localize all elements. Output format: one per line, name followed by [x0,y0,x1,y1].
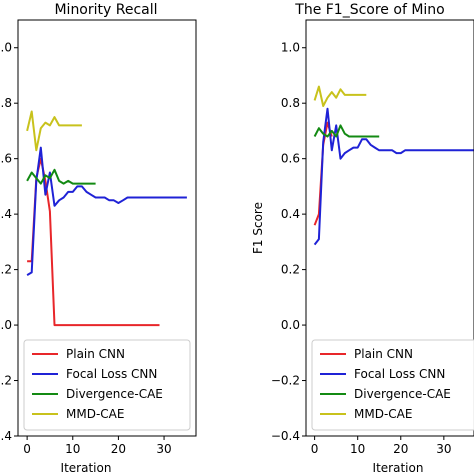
legend-label-plain-cnn: Plain CNN [66,347,125,361]
legend: Plain CNN Focal Loss CNN Divergence-CAE MMD… [23,339,191,431]
y-tick-label: 0.0 [281,318,300,332]
legend-box [311,339,474,431]
chart-title: Minority Recall [54,2,157,18]
y-tick-label: −0.4 [0,429,12,443]
y-axis-label: F1 Score [251,202,265,254]
x-tick-label: 0 [311,442,319,456]
legend-label-divergence-cae: Divergence-CAE [354,387,451,401]
series-line-mmd-cae [313,85,367,107]
y-tick-label: 0.4 [0,207,12,221]
y-tick-label: 0.6 [281,152,300,166]
x-tick-label: 30 [156,442,171,456]
legend-box [23,339,191,431]
legend-label-plain-cnn: Plain CNN [354,347,413,361]
f1-subplot: The F1_Score of Mino −0.4 −0.2 0.0 0.2 0.4 0.6… [251,2,474,474]
legend: Plain CNN Focal Loss CNN Divergence-CAE MMD… [311,339,474,431]
series-line-divergence-cae [26,168,96,185]
series-group [26,110,187,327]
axes-frame [17,19,197,437]
axes-frame [305,19,474,437]
series-line-divergence-cae [313,124,380,138]
x-tick-label: 10 [65,442,80,456]
series-group [313,85,474,246]
y-tick-label: −0.2 [0,374,12,388]
y-tick-label: 1.0 [281,41,300,55]
y-tick-label: 0.2 [281,263,300,277]
legend-label-mmd-cae: MMD-CAE [66,407,124,421]
series-line-focal-loss-cnn [313,107,474,246]
chart-title: The F1_Score of Mino [294,2,444,18]
legend-label-divergence-cae: Divergence-CAE [66,387,163,401]
x-tick-label: 20 [393,442,408,456]
y-tick-label: 0.8 [0,96,12,110]
y-tick-label: 0.0 [0,318,12,332]
y-tick-label: 0.4 [281,207,300,221]
x-tick-label: 30 [436,442,451,456]
y-tick-label: 0.8 [281,96,300,110]
x-tick-label: 0 [23,442,31,456]
x-tick-label: 20 [111,442,126,456]
series-line-mmd-cae [26,110,82,152]
y-tick-label: 1.0 [0,41,12,55]
y-tick-label: 0.2 [0,263,12,277]
y-tick-label: −0.4 [271,429,300,443]
legend-label-focal-loss-cnn: Focal Loss CNN [354,367,445,381]
legend-label-mmd-cae: MMD-CAE [354,407,412,421]
series-line-focal-loss-cnn [26,146,187,276]
y-tick-label: 0.6 [0,152,12,166]
y-tick-label: −0.2 [271,374,300,388]
legend-label-focal-loss-cnn: Focal Loss CNN [66,367,157,381]
x-tick-label: 10 [350,442,365,456]
recall-subplot: Minority Recall −0.4 −0.2 0.0 0.2 0.4 0.6 0.8 1.… [0,2,197,474]
x-axis-label: Iteration [373,461,424,474]
x-axis-label: Iteration [61,461,112,474]
